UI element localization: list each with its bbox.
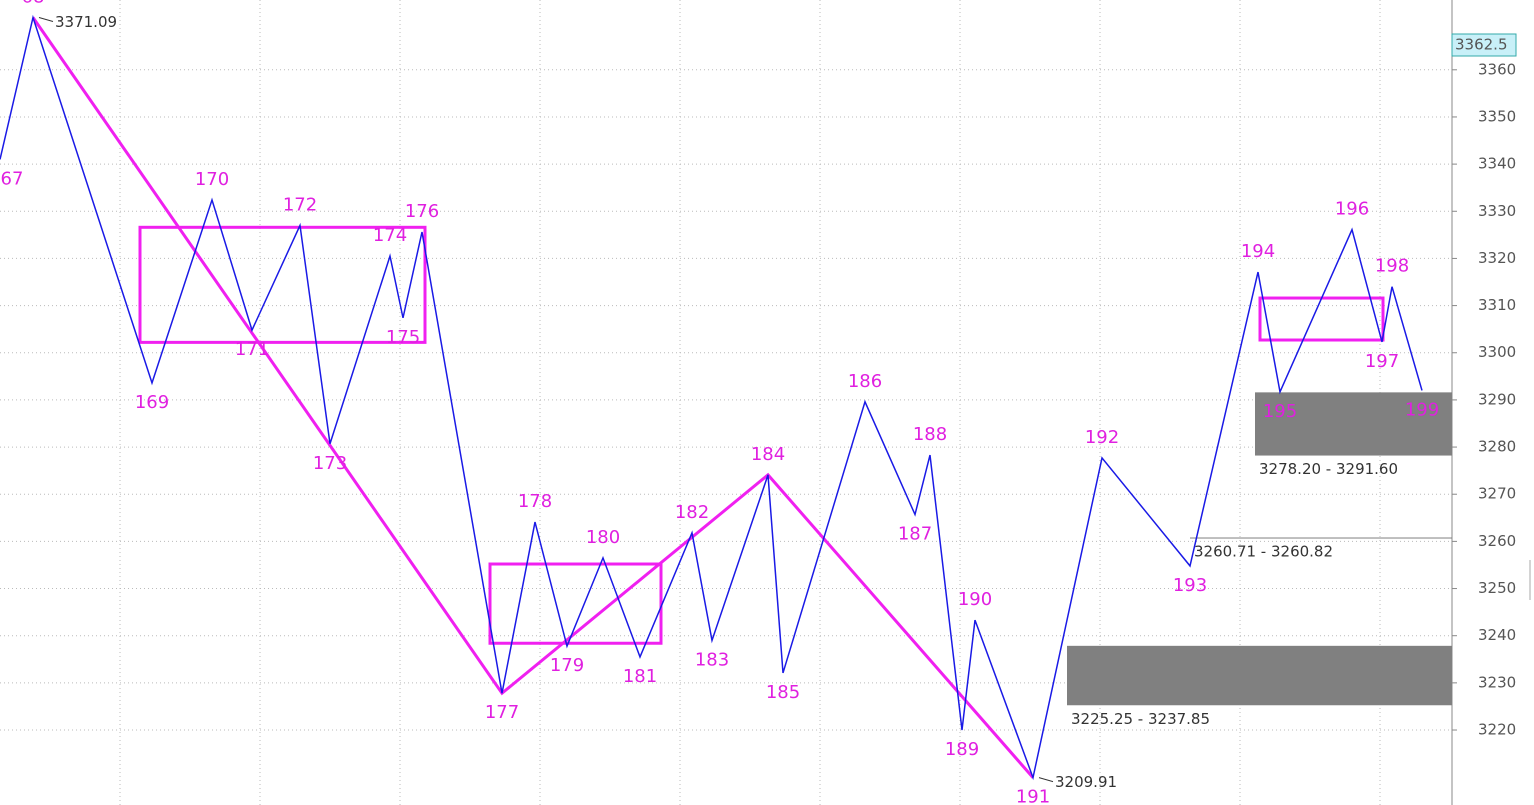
pivot-label: 176 — [405, 201, 439, 222]
y-tick-label: 3340 — [1478, 155, 1516, 173]
pivot-label: 199 — [1405, 399, 1439, 420]
pivot-label: 197 — [1365, 351, 1399, 372]
trend-line — [31, 16, 1035, 779]
pivot-label: 179 — [550, 655, 584, 676]
y-tick-label: 3320 — [1478, 249, 1516, 267]
pivot-label: 177 — [485, 702, 519, 723]
y-tick-label: 3330 — [1478, 202, 1516, 220]
pivot-label: 194 — [1241, 241, 1275, 262]
pivot-label: 198 — [1375, 256, 1409, 277]
pivot-label: 195 — [1263, 401, 1297, 422]
pivot-label: 186 — [848, 371, 882, 392]
zone — [1255, 392, 1452, 456]
y-tick-label: 3220 — [1478, 721, 1516, 739]
pivot-label: 182 — [675, 502, 709, 523]
y-tick-label: 3300 — [1478, 343, 1516, 361]
pivot-label: 67 — [1, 168, 24, 189]
pivot-label: 188 — [913, 424, 947, 445]
y-tick-label: 3280 — [1478, 438, 1516, 456]
pivot-label: 174 — [373, 225, 407, 246]
pivot-label: 178 — [518, 491, 552, 512]
pivot-label: 184 — [751, 444, 785, 465]
pivot-label: 169 — [135, 392, 169, 413]
pivot-label: 190 — [958, 589, 992, 610]
y-tick-label: 3230 — [1478, 673, 1516, 691]
pivot-label: 187 — [898, 524, 932, 545]
pivot-value: 3371.09 — [55, 13, 117, 31]
pivot-label: 192 — [1085, 427, 1119, 448]
pivot-pointer — [38, 17, 54, 22]
pivot-label: 185 — [766, 682, 800, 703]
pivot-label: 173 — [313, 453, 347, 474]
price-tag: 3362.5 — [1455, 36, 1508, 54]
pivot-label: 193 — [1173, 575, 1207, 596]
y-tick-label: 3310 — [1478, 296, 1516, 314]
pivot-label: 68 — [22, 0, 45, 7]
pivot-label: 170 — [195, 169, 229, 190]
pivot-label: 189 — [945, 739, 979, 760]
zone-label: 3225.25 - 3237.85 — [1071, 710, 1210, 728]
y-tick-label: 3350 — [1478, 107, 1516, 125]
pivot-label: 183 — [695, 649, 729, 670]
pivot-label: 172 — [283, 194, 317, 215]
pivot-label: 175 — [386, 327, 420, 348]
y-tick-label: 3270 — [1478, 485, 1516, 503]
range-box — [488, 562, 663, 645]
zone-label: 3278.20 - 3291.60 — [1259, 460, 1398, 478]
y-tick-label: 3260 — [1478, 532, 1516, 550]
pivot-value: 3209.91 — [1055, 773, 1117, 791]
pivot-label: 196 — [1335, 199, 1369, 220]
pivot-pointer — [1038, 777, 1054, 783]
y-tick-label: 3360 — [1478, 60, 1516, 78]
zone-label: 3260.71 - 3260.82 — [1194, 543, 1333, 561]
pivot-label: 180 — [586, 527, 620, 548]
y-tick-label: 3240 — [1478, 626, 1516, 644]
pivot-label: 181 — [623, 666, 657, 687]
wave-line — [0, 14, 1423, 781]
pivot-label: 171 — [235, 339, 269, 360]
range-box — [138, 225, 427, 344]
pivot-label: 191 — [1016, 787, 1050, 805]
zone — [1067, 645, 1452, 706]
price-tag-box — [1451, 33, 1517, 57]
y-tick-label: 3290 — [1478, 390, 1516, 408]
zone — [1190, 537, 1452, 539]
y-tick-label: 3250 — [1478, 579, 1516, 597]
